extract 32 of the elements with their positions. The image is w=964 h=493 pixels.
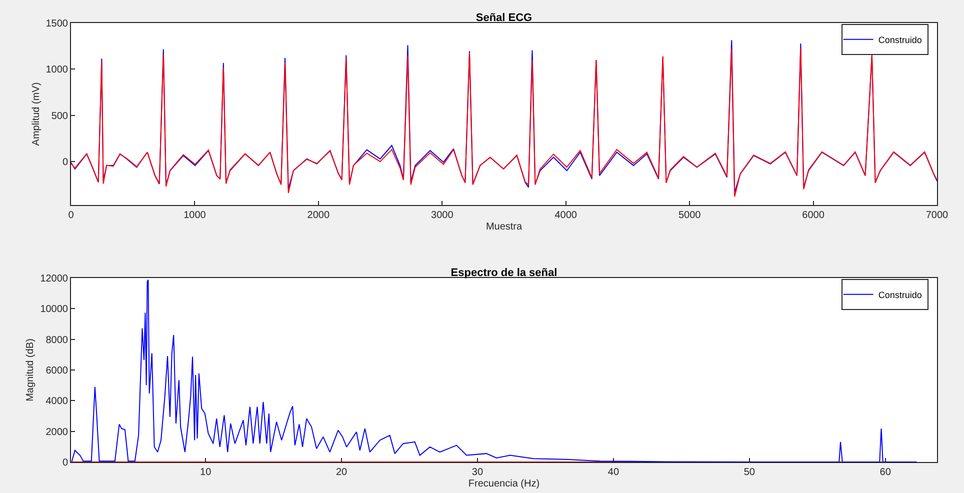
y-tick-label: 2000 — [46, 426, 68, 438]
x-tick-label: 30 — [472, 467, 484, 478]
x-tick-label: 20 — [336, 467, 348, 478]
y-tick-label: 1000 — [46, 64, 68, 76]
x-axis-title: Muestra — [486, 222, 522, 232]
y-tick-label: 10000 — [40, 304, 68, 316]
y-tick-label: 6000 — [46, 366, 68, 376]
x-tick-label: 40 — [608, 467, 620, 478]
x-tick-label: 3000 — [431, 210, 454, 221]
y-tick-label: 0 — [62, 157, 68, 168]
chart-title: Espectro de la señal — [450, 267, 558, 279]
x-tick-label: 50 — [744, 467, 756, 478]
x-tick-label: 7000 — [926, 210, 949, 221]
chart-title: Señal ECG — [476, 12, 532, 24]
x-tick-label: 5000 — [678, 210, 702, 221]
y-axis-title: Magnitud (dB) — [25, 338, 36, 402]
x-axis-title: Frecuencia (Hz) — [468, 478, 540, 490]
y-axis-title: Amplitud (mV) — [30, 82, 42, 146]
y-tick-label: 0 — [62, 458, 68, 468]
x-tick-label: 1000 — [184, 210, 206, 221]
y-tick-label: 8000 — [46, 334, 68, 346]
x-tick-label: 6000 — [802, 210, 825, 221]
x-tick-label: 4000 — [554, 210, 578, 221]
y-tick-label: 1500 — [46, 18, 68, 30]
y-tick-label: 12000 — [40, 274, 68, 284]
y-tick-label: 4000 — [46, 396, 68, 408]
legend-label: Construido — [878, 34, 922, 45]
y-tick-label: 500 — [51, 110, 68, 122]
x-tick-label: 10 — [200, 467, 212, 478]
x-tick-label: 2000 — [307, 210, 330, 221]
x-tick-label: 60 — [880, 467, 892, 478]
legend-label: Construido — [878, 290, 922, 300]
